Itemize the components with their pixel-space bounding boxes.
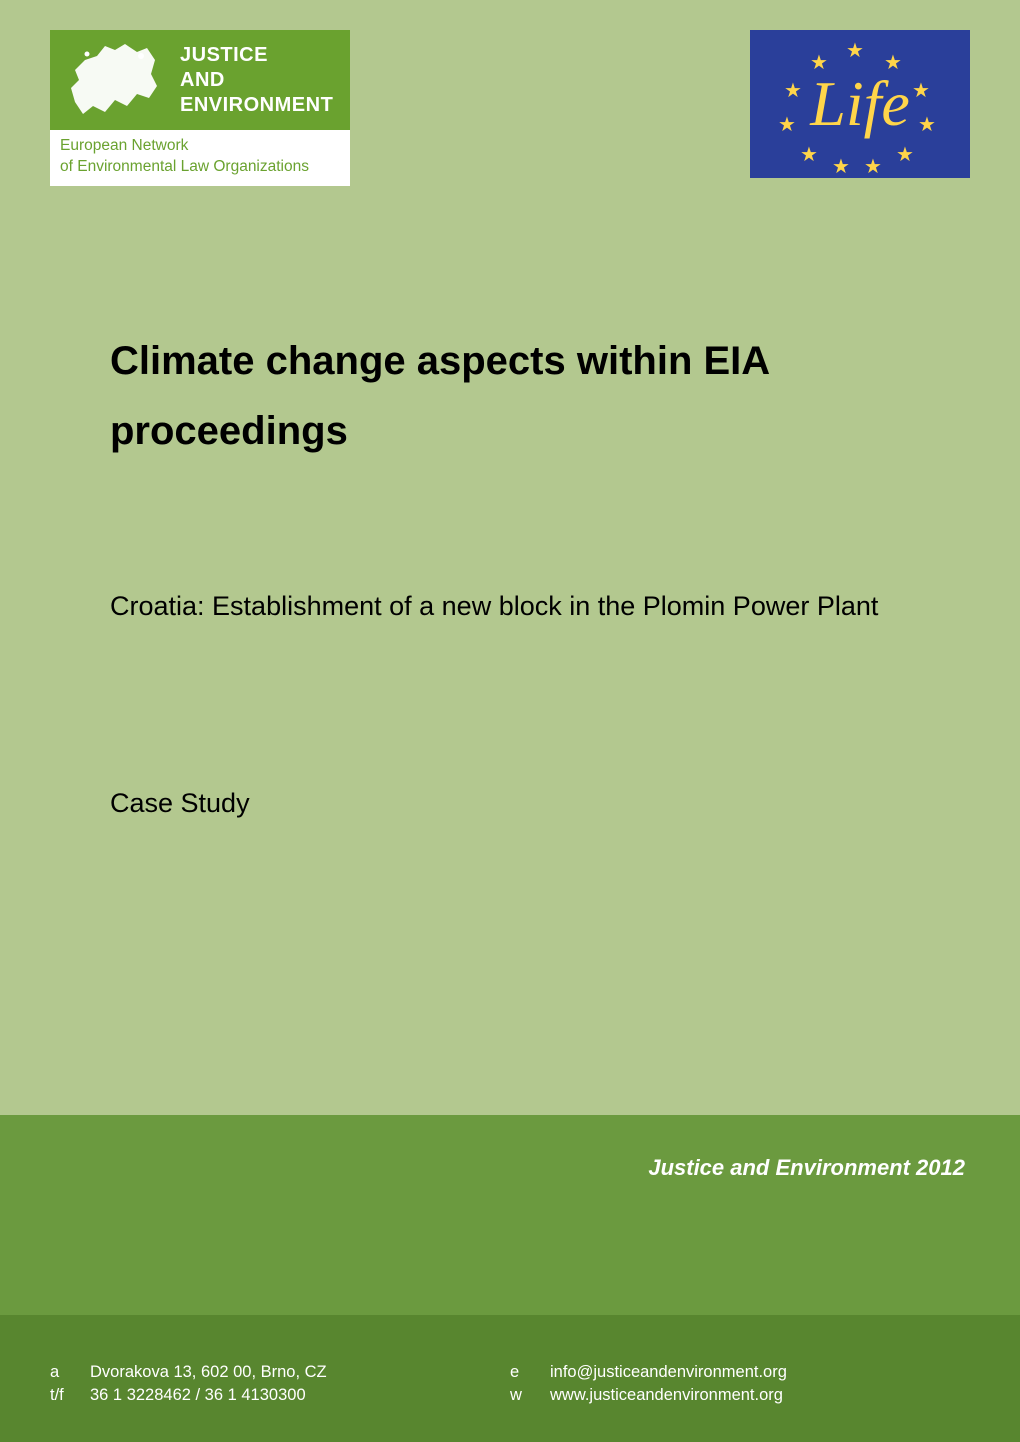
logo-sub2: of Environmental Law Organizations bbox=[60, 157, 340, 178]
upper-section: JUSTICE AND ENVIRONMENT European Network… bbox=[0, 0, 1020, 1115]
je-logo: JUSTICE AND ENVIRONMENT European Network… bbox=[50, 30, 350, 186]
logo-line2: AND bbox=[180, 68, 350, 93]
footer-row: t/f36 1 3228462 / 36 1 4130300 wwww.justi… bbox=[50, 1386, 970, 1405]
footer-label: e bbox=[510, 1363, 550, 1382]
logo-line3: ENVIRONMENT bbox=[180, 93, 350, 118]
footer-value: Dvorakova 13, 602 00, Brno, CZ bbox=[90, 1363, 327, 1382]
footer-value: info@justiceandenvironment.org bbox=[550, 1363, 787, 1382]
logo-line1: JUSTICE bbox=[180, 43, 350, 68]
footer-label: a bbox=[50, 1363, 90, 1382]
document-type: Case Study bbox=[110, 788, 910, 819]
life-text: Life bbox=[810, 67, 910, 141]
logo-sub1: European Network bbox=[60, 136, 340, 157]
je-logo-title: JUSTICE AND ENVIRONMENT bbox=[174, 30, 350, 130]
document-subtitle: Croatia: Establishment of a new block in… bbox=[110, 586, 910, 628]
document-title: Climate change aspects within EIA procee… bbox=[110, 326, 910, 466]
document-page: JUSTICE AND ENVIRONMENT European Network… bbox=[0, 0, 1020, 1442]
band-text: Justice and Environment 2012 bbox=[648, 1155, 965, 1180]
footer-value: www.justiceandenvironment.org bbox=[550, 1386, 783, 1405]
life-logo: ★ ★ ★ ★ ★ ★ ★ ★ ★ ★ ★ Life bbox=[750, 30, 970, 178]
footer-label: w bbox=[510, 1386, 550, 1405]
org-band: Justice and Environment 2012 bbox=[0, 1115, 1020, 1315]
content-block: Climate change aspects within EIA procee… bbox=[50, 186, 970, 819]
footer: aDvorakova 13, 602 00, Brno, CZ einfo@jus… bbox=[0, 1315, 1020, 1442]
logo-row: JUSTICE AND ENVIRONMENT European Network… bbox=[50, 30, 970, 186]
je-logo-subtitle: European Network of Environmental Law Or… bbox=[50, 130, 350, 186]
footer-value: 36 1 3228462 / 36 1 4130300 bbox=[90, 1386, 306, 1405]
footer-label: t/f bbox=[50, 1386, 90, 1405]
footer-row: aDvorakova 13, 602 00, Brno, CZ einfo@jus… bbox=[50, 1363, 970, 1382]
europe-map-icon bbox=[50, 30, 174, 130]
